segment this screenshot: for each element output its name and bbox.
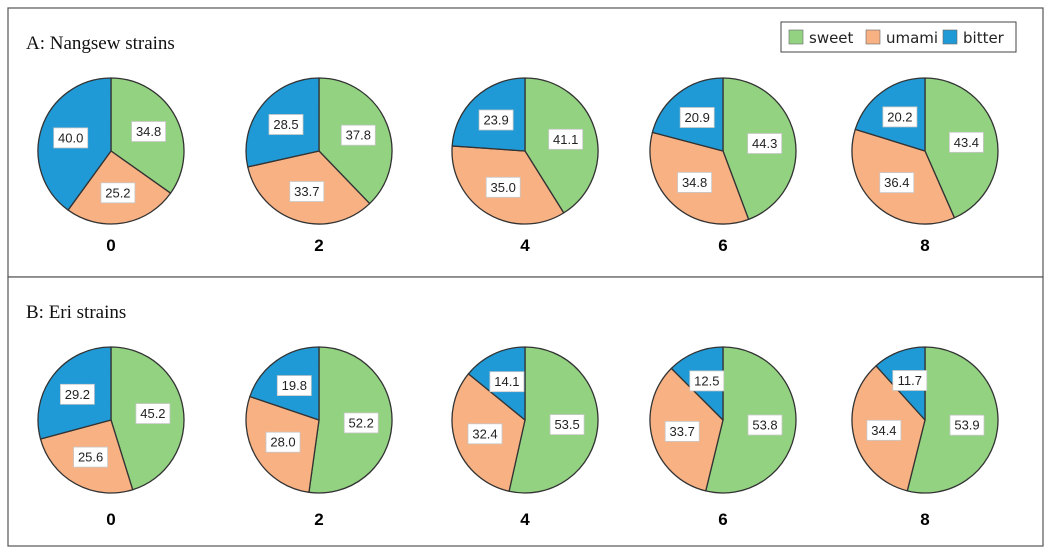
- panel-b: B: Eri strains 45.2 25.6 29.2 0 52.2 28.0 19.8 2…: [7, 276, 1044, 547]
- data-label: 28.5: [273, 117, 298, 132]
- data-label: 33.7: [670, 424, 695, 439]
- data-label: 12.5: [694, 373, 719, 388]
- data-label-box: [276, 375, 312, 397]
- panel-title: A: Nangsew strains: [26, 33, 175, 54]
- data-label: 43.4: [954, 135, 979, 150]
- data-label-box: [866, 419, 902, 441]
- legend-swatch-umami: [865, 29, 881, 45]
- data-label-box: [60, 383, 95, 405]
- data-label-box: [289, 181, 325, 202]
- data-label: 28.0: [270, 435, 295, 450]
- legend-swatch-sweet: [788, 29, 804, 45]
- data-label: 25.2: [105, 185, 130, 200]
- data-label: 32.4: [472, 426, 497, 441]
- legend-label-bitter: bitter: [963, 29, 1005, 47]
- data-label-box: [882, 106, 918, 128]
- legend-label-umami: umami: [886, 29, 938, 47]
- data-label: 19.8: [282, 378, 307, 393]
- data-label: 11.7: [898, 373, 922, 388]
- panel-a: A: Nangsew strains 34.8 25.2 40.0 0 37.8 33.7 2…: [7, 7, 1044, 278]
- pie-chart: 37.8 33.7 28.5: [245, 77, 393, 225]
- panel-title: B: Eri strains: [26, 302, 126, 323]
- category-label: 2: [314, 236, 323, 255]
- data-label: 25.6: [78, 450, 103, 465]
- data-label-box: [100, 182, 136, 204]
- data-label: 53.9: [954, 418, 979, 433]
- data-label-box: [949, 131, 984, 153]
- category-label: 4: [520, 510, 530, 529]
- data-label: 34.4: [871, 423, 896, 438]
- data-label: 20.9: [685, 110, 710, 125]
- pie-chart: 34.8 25.2 40.0: [37, 77, 185, 225]
- pie-chart: 43.4 36.4 20.2: [851, 77, 999, 225]
- data-label: 37.8: [346, 128, 371, 143]
- pie-chart: 53.9 34.4 11.7: [851, 346, 999, 494]
- data-label-box: [73, 446, 108, 468]
- data-label-box: [549, 414, 585, 436]
- legend-box: [780, 21, 1017, 53]
- data-label-box: [53, 127, 89, 149]
- legend-swatch-bitter: [942, 29, 958, 45]
- data-label: 40.0: [58, 130, 83, 145]
- legend-label-sweet: sweet: [809, 29, 854, 47]
- pie-chart: 53.5 32.4 14.1: [451, 346, 599, 494]
- data-label-box: [467, 423, 503, 445]
- data-label-box: [747, 133, 783, 154]
- data-label-box: [489, 371, 525, 393]
- category-label: 8: [920, 510, 929, 529]
- data-label: 41.1: [553, 132, 578, 147]
- category-label: 0: [106, 510, 115, 529]
- data-label-box: [892, 370, 928, 391]
- data-label-box: [265, 431, 301, 453]
- data-label-box: [548, 128, 584, 150]
- data-label: 34.8: [682, 175, 707, 190]
- data-label: 52.2: [349, 415, 374, 430]
- pie-chart: 52.2 28.0 19.8: [245, 346, 393, 494]
- data-label-box: [478, 109, 514, 131]
- data-label: 14.1: [494, 374, 519, 389]
- data-label: 20.2: [887, 109, 912, 124]
- data-label: 23.9: [483, 113, 508, 128]
- data-label: 45.2: [140, 406, 165, 421]
- legend: sweet umami bitter: [780, 21, 1017, 53]
- data-label-box: [268, 114, 304, 135]
- data-label-box: [664, 420, 700, 442]
- category-label: 6: [718, 236, 727, 255]
- data-label: 53.5: [554, 417, 579, 432]
- data-label-box: [879, 172, 915, 194]
- data-label-box: [747, 414, 783, 436]
- data-label: 35.0: [491, 180, 516, 195]
- data-label: 36.4: [884, 175, 909, 190]
- data-label: 53.8: [752, 418, 777, 433]
- data-label: 44.3: [752, 136, 777, 151]
- category-label: 6: [718, 510, 727, 529]
- data-label-box: [131, 121, 167, 142]
- category-label: 4: [520, 236, 530, 255]
- pie-chart: 53.8 33.7 12.5: [649, 346, 797, 494]
- data-label: 34.8: [136, 124, 161, 139]
- pie-chart: 44.3 34.8 20.9: [649, 77, 797, 225]
- pie-chart: 45.2 25.6 29.2: [37, 346, 185, 494]
- data-label-box: [677, 171, 712, 193]
- data-label: 29.2: [65, 387, 90, 402]
- data-label-box: [340, 124, 376, 146]
- data-label-box: [485, 176, 521, 198]
- data-label-box: [949, 414, 985, 436]
- data-label-box: [689, 370, 725, 392]
- data-label: 33.7: [294, 184, 319, 199]
- category-label: 8: [920, 236, 929, 255]
- category-label: 2: [314, 510, 323, 529]
- category-label: 0: [106, 236, 115, 255]
- data-label-box: [135, 403, 171, 425]
- data-label-box: [679, 107, 715, 128]
- pie-chart: 41.1 35.0 23.9: [451, 77, 599, 225]
- data-label-box: [343, 412, 379, 434]
